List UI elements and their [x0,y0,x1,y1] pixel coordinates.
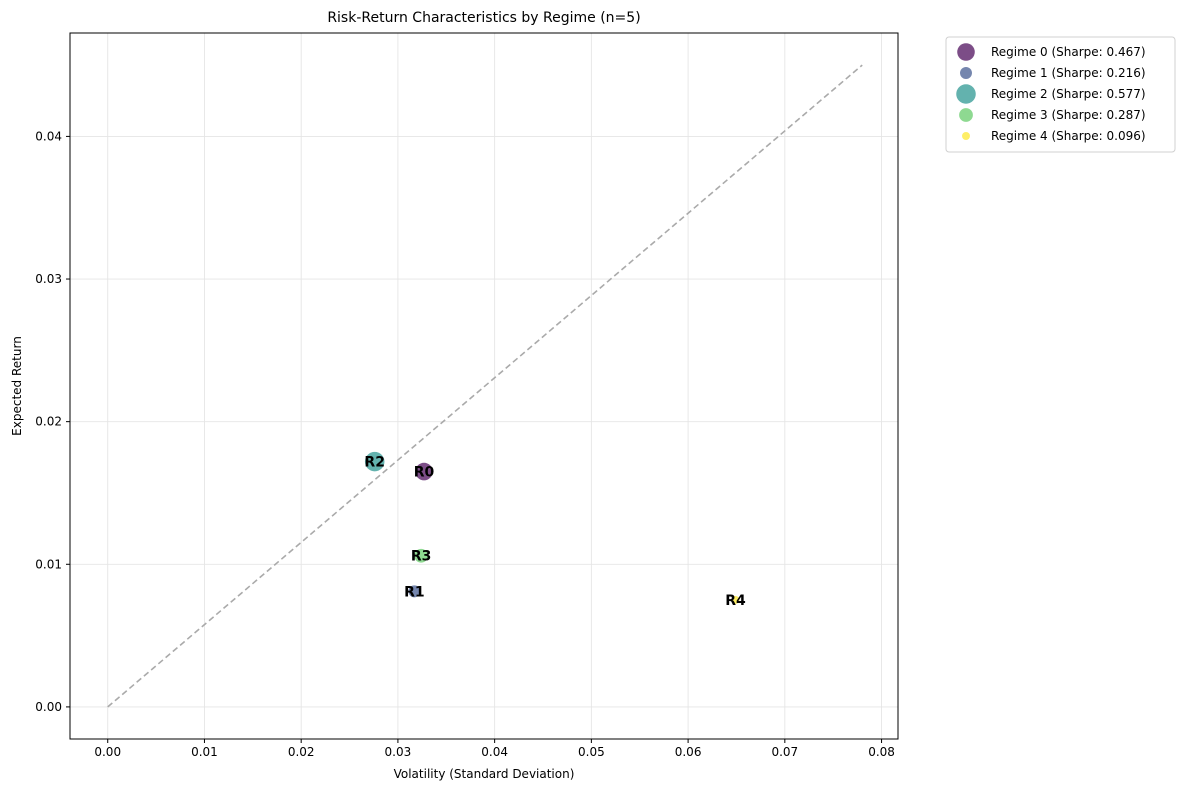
legend-label-regime-1: Regime 1 (Sharpe: 0.216) [991,66,1146,80]
point-label-r2: R2 [364,455,385,471]
point-label-r4: R4 [725,593,746,609]
y-axis-ticks: 0.00 0.01 0.02 0.03 0.04 [35,129,70,714]
x-axis-label: Volatility (Standard Deviation) [394,767,575,781]
x-tick-label: 0.06 [675,745,702,759]
x-tick-label: 0.03 [385,745,412,759]
point-label-r1: R1 [404,584,425,600]
data-point-regime-1 [408,585,421,598]
reference-line-group [107,64,863,708]
point-labels: R0 R1 R2 R3 R4 [364,455,746,609]
y-tick-label: 0.04 [35,129,62,143]
legend-marker-regime-2 [956,84,976,104]
point-label-r0: R0 [414,465,435,481]
x-tick-label: 0.07 [771,745,798,759]
legend-label-regime-3: Regime 3 (Sharpe: 0.287) [991,108,1146,122]
legend-box [945,36,1176,153]
y-axis-label: Expected Return [10,336,24,436]
legend-label-regime-4: Regime 4 (Sharpe: 0.096) [991,129,1146,143]
data-point-regime-0 [415,462,433,481]
point-label-r3: R3 [411,549,432,565]
x-tick-label: 0.00 [94,745,121,759]
legend-marker-regime-3 [959,108,973,122]
chart-title: Risk-Return Characteristics by Regime (n… [327,10,640,26]
y-tick-label: 0.00 [35,700,62,714]
legend-marker-regime-4 [962,132,970,140]
legend-label-regime-2: Regime 2 (Sharpe: 0.577) [991,87,1146,101]
legend-marker-regime-0 [957,43,975,61]
x-axis-ticks: 0.00 0.01 0.02 0.03 0.04 0.05 0.06 0.07 0.08 [94,739,895,759]
legend-label-regime-0: Regime 0 (Sharpe: 0.467) [991,45,1146,59]
y-tick-label: 0.02 [35,415,62,429]
data-point-regime-3 [414,548,429,563]
x-tick-label: 0.02 [288,745,315,759]
plot-frame [69,32,899,740]
grid [70,33,898,739]
data-point-regime-4 [731,595,740,604]
legend-marker-regime-1 [960,67,972,79]
y-tick-label: 0.03 [35,272,62,286]
x-tick-label: 0.01 [191,745,218,759]
legend: Regime 0 (Sharpe: 0.467) Regime 1 (Sharpe… [945,36,1176,153]
reference-line [107,64,863,708]
x-tick-label: 0.05 [578,745,605,759]
data-point-regime-2 [364,451,385,472]
y-tick-label: 0.01 [35,557,62,571]
x-tick-label: 0.04 [481,745,508,759]
x-tick-label: 0.08 [868,745,895,759]
data-points [364,451,740,604]
